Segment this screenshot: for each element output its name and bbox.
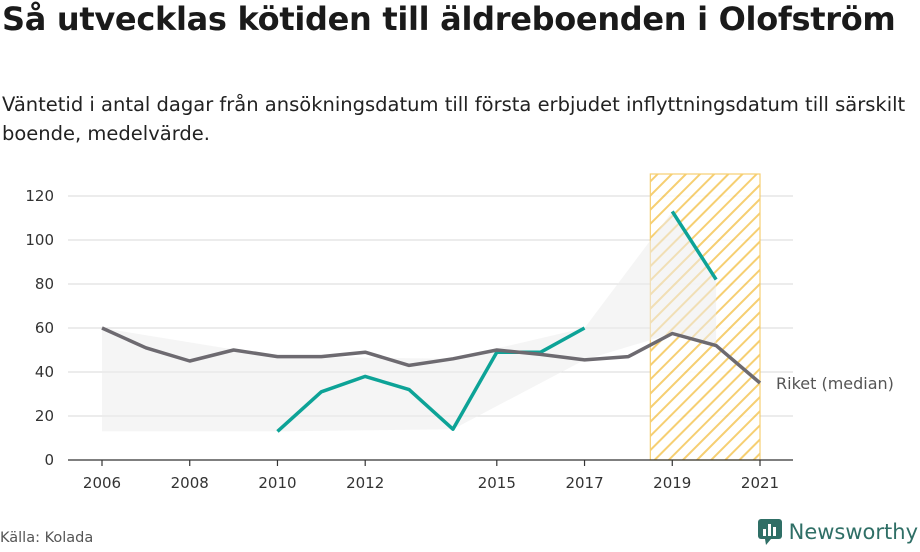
brand-name: Newsworthy [788, 520, 918, 544]
x-tick-label: 2019 [653, 474, 691, 492]
y-tick-label: 80 [35, 275, 54, 293]
source-note: Källa: Kolada [0, 530, 94, 546]
brand-logo: Newsworthy [757, 518, 918, 546]
x-tick-label: 2015 [478, 474, 516, 492]
y-tick-label: 60 [35, 319, 54, 337]
x-tick-label: 2008 [171, 474, 209, 492]
y-tick-label: 40 [35, 363, 54, 381]
x-tick-label: 2010 [258, 474, 296, 492]
y-tick-label: 20 [35, 407, 54, 425]
x-tick-label: 2006 [83, 474, 121, 492]
y-tick-label: 0 [44, 451, 54, 469]
series-line-1 [670, 210, 718, 281]
newsworthy-logo-icon [757, 519, 782, 545]
series-label: Riket (median) [776, 374, 894, 393]
chart-subtitle: Väntetid i antal dagar från ansökningsda… [2, 93, 906, 145]
x-tick-label: 2012 [346, 474, 384, 492]
series-line-2 [101, 326, 762, 385]
chart-title: Så utvecklas kötiden till äldreboenden i… [2, 0, 896, 38]
x-tick-label: 2021 [741, 474, 779, 492]
line-chart: 0 20 40 60 80 100 120 2006 2008 2010 2012 2015 2017 2… [25, 173, 894, 492]
range-band [102, 211, 717, 432]
x-tick-label: 2017 [565, 474, 603, 492]
y-tick-label: 120 [25, 187, 54, 205]
y-tick-label: 100 [25, 231, 54, 249]
